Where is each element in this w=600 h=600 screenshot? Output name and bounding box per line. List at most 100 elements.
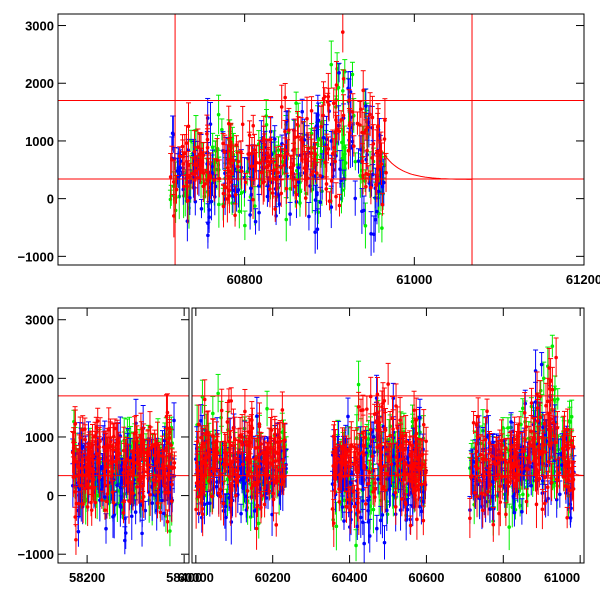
data-point — [295, 168, 299, 173]
data-point — [221, 204, 226, 209]
data-point — [364, 128, 368, 132]
top-chart: −1000 0 1000 2000 3000 60800 61000 61200 — [17, 13, 600, 287]
data-point — [108, 439, 113, 444]
data-point — [282, 155, 287, 160]
data-point — [198, 163, 203, 168]
data-point — [163, 490, 168, 495]
data-point — [205, 132, 209, 136]
data-point — [220, 127, 224, 132]
data-point — [351, 110, 355, 114]
data-point — [352, 144, 356, 148]
data-point — [333, 130, 338, 134]
data-point — [251, 123, 256, 128]
data-point — [103, 495, 107, 499]
data-point — [83, 427, 87, 431]
data-point — [93, 500, 98, 505]
data-point — [233, 193, 238, 197]
data-point — [155, 501, 160, 506]
data-point — [180, 154, 185, 159]
data-point — [358, 173, 363, 178]
data-point — [321, 135, 326, 140]
y-tick-label: −1000 — [17, 547, 54, 562]
data-point — [341, 76, 346, 81]
data-point — [196, 145, 200, 149]
data-point — [89, 485, 93, 490]
data-point — [164, 445, 168, 450]
data-point — [279, 105, 284, 109]
data-point — [288, 212, 292, 216]
data-point — [364, 184, 368, 189]
top-plot-area — [58, 14, 584, 265]
data-point — [303, 196, 308, 200]
data-point — [346, 86, 350, 91]
data-point — [182, 184, 186, 189]
data-point — [293, 184, 297, 189]
data-point — [172, 465, 176, 470]
data-point — [101, 437, 105, 441]
data-point — [296, 180, 301, 184]
data-point — [410, 419, 415, 424]
data-point — [216, 391, 220, 396]
data-point — [340, 30, 345, 34]
data-point — [327, 103, 331, 107]
data-point — [303, 164, 308, 169]
data-point — [227, 194, 232, 198]
data-point — [305, 116, 309, 121]
data-point — [162, 438, 167, 443]
data-point — [248, 213, 252, 217]
data-point — [370, 156, 374, 160]
data-point — [192, 185, 197, 190]
data-point — [168, 529, 172, 533]
data-point — [168, 175, 173, 179]
data-point — [274, 163, 279, 168]
data-point — [381, 180, 386, 185]
data-point — [160, 463, 165, 467]
data-point — [361, 88, 366, 93]
data-point — [363, 223, 368, 228]
data-point — [384, 170, 388, 175]
data-point — [171, 132, 176, 137]
data-point — [488, 507, 492, 511]
data-point — [72, 457, 77, 462]
data-point — [188, 195, 192, 200]
y-tick-label: 0 — [47, 192, 54, 207]
data-point — [321, 113, 325, 118]
data-point — [71, 483, 75, 488]
data-point — [193, 169, 197, 173]
data-point — [236, 164, 240, 169]
data-point — [329, 205, 334, 209]
data-point — [331, 101, 336, 106]
data-point — [306, 176, 310, 181]
data-point — [307, 214, 311, 219]
data-point — [329, 179, 334, 183]
data-point — [354, 543, 358, 548]
data-point — [160, 498, 164, 503]
data-point — [165, 519, 170, 524]
data-point — [521, 406, 525, 411]
data-point — [181, 187, 186, 192]
data-point — [385, 512, 390, 517]
data-point — [365, 148, 369, 153]
data-point — [360, 159, 365, 164]
data-point — [201, 184, 206, 189]
data-point — [144, 458, 149, 463]
data-point — [184, 180, 189, 185]
data-point — [311, 169, 316, 174]
data-point — [257, 161, 262, 165]
data-point — [246, 152, 250, 156]
data-point — [104, 526, 108, 531]
data-point — [329, 62, 334, 67]
data-point — [186, 124, 191, 129]
data-point — [125, 479, 130, 483]
data-point — [261, 156, 266, 161]
data-point — [156, 490, 161, 494]
data-point — [222, 150, 227, 154]
data-point — [336, 85, 341, 90]
data-point — [318, 173, 322, 178]
data-point — [331, 517, 336, 522]
y-tick-label: 2000 — [25, 76, 54, 91]
data-point — [211, 411, 215, 416]
data-point — [265, 151, 269, 155]
data-point — [250, 151, 254, 156]
